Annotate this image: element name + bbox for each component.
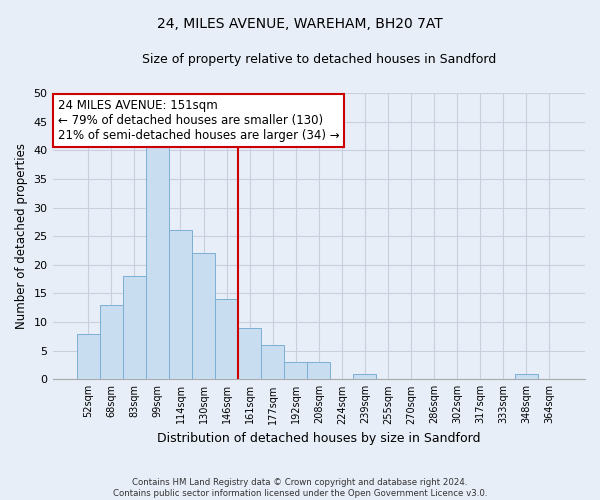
Title: Size of property relative to detached houses in Sandford: Size of property relative to detached ho… (142, 52, 496, 66)
Bar (238, 328, 261, 380)
Text: Contains HM Land Registry data © Crown copyright and database right 2024.
Contai: Contains HM Land Registry data © Crown c… (113, 478, 487, 498)
Bar (515, 374, 538, 380)
Bar (123, 276, 146, 380)
Bar (169, 230, 192, 380)
X-axis label: Distribution of detached houses by size in Sandford: Distribution of detached houses by size … (157, 432, 481, 445)
Bar (146, 144, 169, 380)
Text: 24 MILES AVENUE: 151sqm
← 79% of detached houses are smaller (130)
21% of semi-d: 24 MILES AVENUE: 151sqm ← 79% of detache… (58, 99, 340, 142)
Text: 24, MILES AVENUE, WAREHAM, BH20 7AT: 24, MILES AVENUE, WAREHAM, BH20 7AT (157, 18, 443, 32)
Bar (353, 374, 376, 380)
Bar (100, 305, 123, 380)
Bar (77, 334, 100, 380)
Bar (307, 362, 330, 380)
Y-axis label: Number of detached properties: Number of detached properties (15, 143, 28, 329)
Bar (261, 345, 284, 380)
Bar (215, 299, 238, 380)
Bar (284, 362, 307, 380)
Bar (192, 254, 215, 380)
